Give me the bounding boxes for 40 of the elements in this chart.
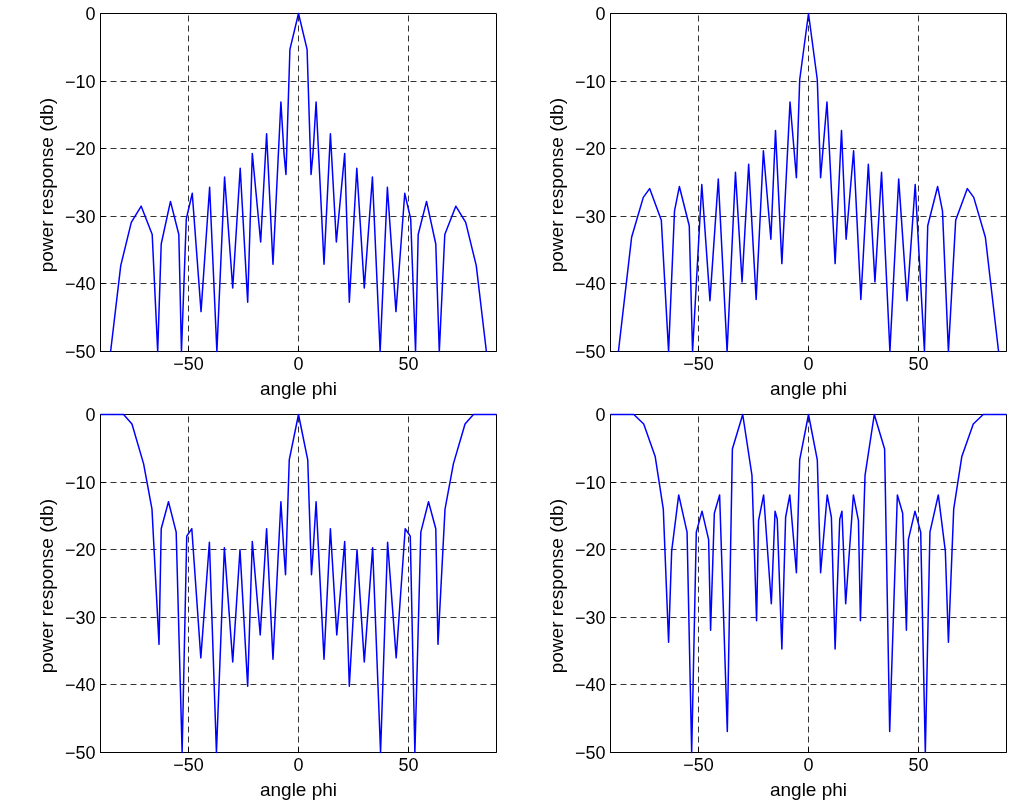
x-tick-label: −50	[173, 353, 204, 374]
y-tick-label: −10	[64, 71, 96, 92]
y-axis-title: power response (db)	[545, 499, 567, 674]
y-tick-label: −40	[574, 675, 606, 696]
y-tick-label: −30	[574, 607, 606, 628]
x-tick-label: 50	[908, 353, 929, 374]
y-tick-label: 0	[595, 4, 606, 24]
x-tick-label: 0	[293, 754, 304, 775]
y-tick-label: 0	[595, 405, 606, 425]
x-axis-title: angle phi	[769, 377, 848, 399]
x-tick-label: −50	[683, 754, 714, 775]
x-axis-title: angle phi	[769, 778, 848, 800]
x-axis-title: angle phi	[259, 778, 338, 800]
y-tick-label: −30	[574, 206, 606, 227]
y-tick-label: −40	[574, 274, 606, 295]
x-tick-label: 50	[908, 754, 929, 775]
y-axis-title: power response (db)	[35, 499, 57, 674]
y-tick-label: −20	[574, 139, 606, 160]
y-tick-label: −10	[64, 472, 96, 493]
x-tick-label: 50	[398, 754, 419, 775]
y-tick-label: −20	[574, 540, 606, 561]
x-tick-label: 0	[803, 353, 814, 374]
y-tick-label: −10	[574, 71, 606, 92]
y-axis-title: power response (db)	[35, 98, 57, 273]
y-tick-label: 0	[85, 405, 96, 425]
x-tick-label: 0	[803, 754, 814, 775]
y-axis-title: power response (db)	[545, 98, 567, 273]
y-tick-label: −10	[574, 472, 606, 493]
y-tick-label: 0	[85, 4, 96, 24]
y-tick-label: −30	[64, 206, 96, 227]
x-tick-label: 50	[398, 353, 419, 374]
x-tick-label: −50	[173, 754, 204, 775]
x-tick-label: 0	[293, 353, 304, 374]
y-tick-label: −40	[64, 274, 96, 295]
y-tick-label: −20	[64, 540, 96, 561]
y-tick-label: −20	[64, 139, 96, 160]
y-tick-label: −30	[64, 607, 96, 628]
x-tick-label: −50	[683, 353, 714, 374]
y-tick-label: −40	[64, 675, 96, 696]
x-axis-title: angle phi	[259, 377, 338, 399]
